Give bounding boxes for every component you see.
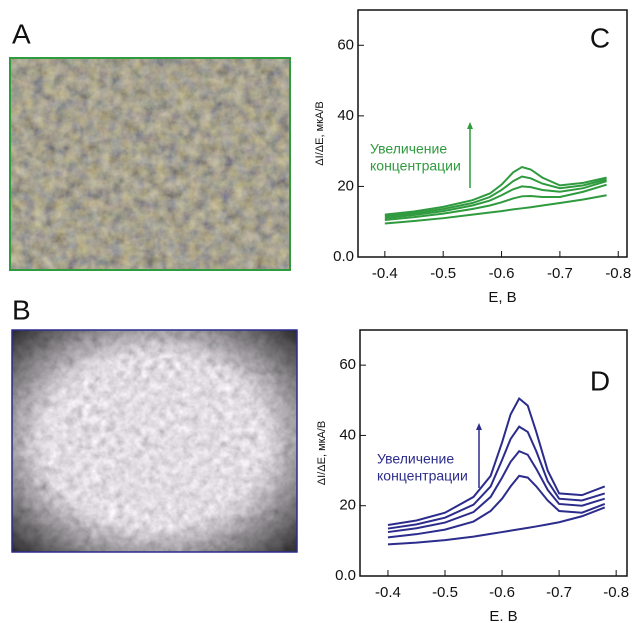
curve [387,396,606,527]
y-tick-label: 20 [339,497,356,514]
x-tick-label: -0.7 [546,584,572,601]
curve [384,180,607,220]
y-axis-label: ΔI/ΔE, мкА/В [316,421,328,485]
y-tick-label: 60 [337,36,354,53]
curve [387,506,606,546]
arrow-head [467,122,473,129]
y-tick-label: 60 [339,356,356,373]
curve [384,194,607,225]
photo-vignette [12,330,297,552]
y-tick-label: 20 [337,177,354,194]
annotation: концентрации [370,158,461,174]
annotation: концентрации [377,468,468,484]
curve [387,425,606,530]
curve [387,474,606,539]
plot-frame [357,9,628,258]
x-tick-label: -0.4 [375,584,401,601]
x-axis-label: E, В [488,289,516,306]
curve [384,175,607,218]
annotation: Увеличение [370,141,447,157]
x-tick-label: -0.5 [432,584,458,601]
arrow-head [476,423,482,430]
x-tick-label: -0.8 [603,584,629,601]
annotation: Увеличение [377,451,454,467]
curve [387,450,606,534]
y-tick-label: 0.0 [333,248,354,265]
curve [384,183,607,221]
panel-label: D [590,365,610,396]
x-tick-label: -0.6 [489,584,515,601]
x-tick-label: -0.8 [605,265,631,282]
plot-frame [359,329,628,577]
photo-border [11,329,298,553]
y-tick-label: 40 [337,107,354,124]
x-tick-label: -0.7 [547,265,573,282]
photo-tint [10,58,290,270]
x-tick-label: -0.5 [430,265,456,282]
x-axis-label: Е. В [489,608,517,623]
x-tick-label: -0.6 [489,265,515,282]
y-tick-label: 0.0 [335,567,356,584]
panel-label: A [12,18,31,49]
y-axis-label: ΔI/ΔE, мкА/В [314,101,326,165]
panel-label: B [12,294,31,325]
photo-border [9,57,291,271]
photo [10,58,290,270]
panel-label: C [590,22,610,53]
curve [384,165,607,216]
y-tick-label: 40 [339,426,356,443]
x-tick-label: -0.4 [372,265,398,282]
